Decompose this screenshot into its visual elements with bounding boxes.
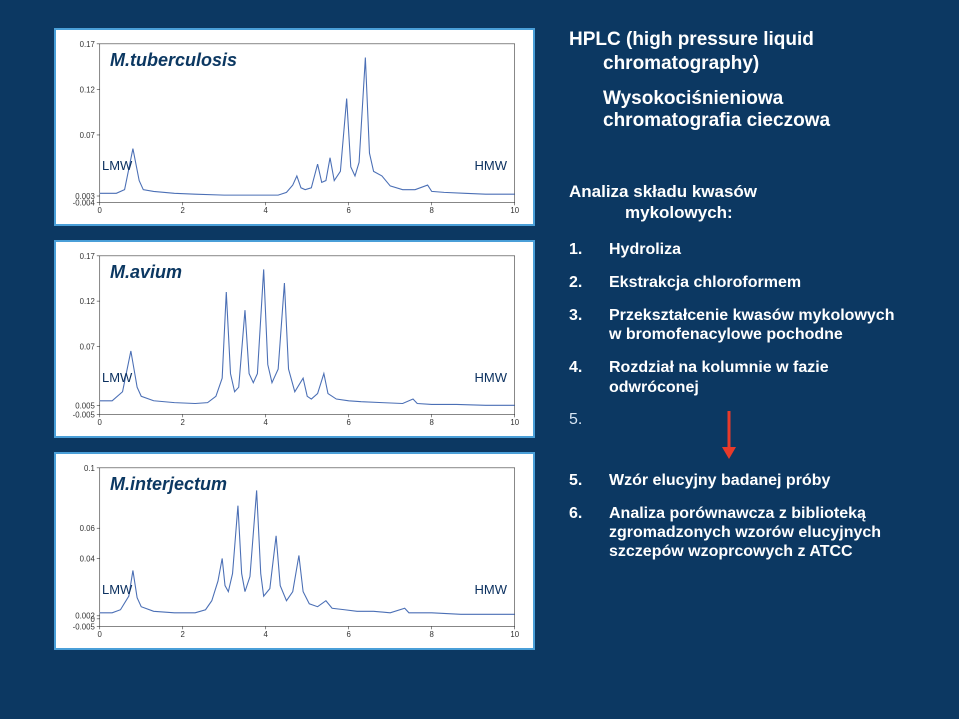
svg-text:0.04: 0.04 bbox=[80, 554, 96, 563]
svg-text:10: 10 bbox=[510, 206, 519, 215]
subtitle-line2: chromatografia cieczowa bbox=[603, 110, 830, 131]
svg-text:0.005: 0.005 bbox=[75, 401, 95, 410]
step-number: 5. bbox=[569, 471, 609, 490]
svg-text:4: 4 bbox=[264, 630, 269, 639]
svg-text:0.17: 0.17 bbox=[80, 252, 95, 261]
arrow-step-num: 5. bbox=[569, 411, 609, 465]
svg-text:8: 8 bbox=[430, 206, 434, 215]
hmw-label: HMW bbox=[475, 370, 508, 385]
chromatogram-card: M.avium LMW HMW -0.0050.005 0.07 0.12 0.17 0 2 4 6… bbox=[54, 240, 535, 438]
svg-text:0.07: 0.07 bbox=[80, 342, 95, 351]
step-row: 3.Przekształcenie kwasów mykolowych w br… bbox=[569, 306, 911, 344]
hplc-title-line1: HPLC (high pressure liquid bbox=[569, 29, 814, 50]
svg-text:0.07: 0.07 bbox=[80, 131, 95, 140]
step-text: Hydroliza bbox=[609, 240, 911, 259]
svg-text:8: 8 bbox=[430, 418, 434, 427]
charts-column: M.tuberculosisLMWHMW-0.0040.0030.070.120… bbox=[0, 0, 545, 719]
svg-text:10: 10 bbox=[510, 630, 519, 639]
hplc-subtitle: Wysokociśnieniowa chromatografia cieczow… bbox=[569, 88, 911, 134]
lmw-label: LMW bbox=[102, 370, 132, 385]
svg-text:0.1: 0.1 bbox=[84, 464, 95, 473]
chromatogram-title: M.tuberculosis bbox=[110, 50, 237, 71]
hplc-title-line2: chromatography) bbox=[569, 52, 911, 76]
text-column: HPLC (high pressure liquid chromatograph… bbox=[545, 0, 959, 719]
subtitle-line1: Wysokociśnieniowa bbox=[603, 88, 783, 109]
svg-text:0: 0 bbox=[98, 418, 103, 427]
svg-text:0.06: 0.06 bbox=[80, 524, 95, 533]
svg-text:0: 0 bbox=[98, 206, 103, 215]
lmw-label: LMW bbox=[102, 582, 132, 597]
step-text: Przekształcenie kwasów mykolowych w brom… bbox=[609, 306, 911, 344]
chromatogram-title: M.interjectum bbox=[110, 474, 227, 495]
chromatogram-trace bbox=[100, 269, 515, 405]
hmw-label: HMW bbox=[475, 158, 508, 173]
chromatogram-trace bbox=[100, 58, 515, 196]
down-arrow-icon bbox=[719, 409, 739, 461]
analysis-line1: Analiza składu kwasów bbox=[569, 182, 757, 201]
analysis-title: Analiza składu kwasów mykolowych: bbox=[569, 181, 911, 224]
hplc-title: HPLC (high pressure liquid chromatograph… bbox=[569, 28, 911, 76]
svg-text:0.12: 0.12 bbox=[80, 297, 95, 306]
step-text: Wzór elucyjny badanej próby bbox=[609, 471, 911, 490]
step-number: 1. bbox=[569, 240, 609, 259]
step-text: Analiza porównawcza z biblioteką zgromad… bbox=[609, 504, 911, 562]
svg-text:2: 2 bbox=[181, 630, 185, 639]
hmw-label: HMW bbox=[475, 582, 508, 597]
step-row: 1.Hydroliza bbox=[569, 240, 911, 259]
step-text: Rozdział na kolumnie w fazie odwróconej bbox=[609, 358, 911, 396]
step-row: 5.Wzór elucyjny badanej próby bbox=[569, 471, 911, 490]
arrow-row: 5. bbox=[569, 411, 911, 465]
step-row: 6.Analiza porównawcza z biblioteką zgrom… bbox=[569, 504, 911, 562]
chromatogram-title: M.avium bbox=[110, 262, 182, 283]
svg-text:6: 6 bbox=[347, 206, 351, 215]
chromatogram-card: M.interjectumLMWHMW-0.00500.0020.040.060… bbox=[54, 452, 535, 650]
svg-text:0.003: 0.003 bbox=[75, 192, 95, 201]
step-number: 4. bbox=[569, 358, 609, 396]
svg-text:0: 0 bbox=[98, 630, 103, 639]
svg-text:4: 4 bbox=[264, 418, 269, 427]
steps-list: 1.Hydroliza2.Ekstrakcja chloroformem3.Pr… bbox=[569, 240, 911, 397]
svg-text:2: 2 bbox=[181, 418, 185, 427]
svg-text:2: 2 bbox=[181, 206, 185, 215]
svg-text:8: 8 bbox=[430, 630, 434, 639]
step-number: 3. bbox=[569, 306, 609, 344]
svg-text:0.12: 0.12 bbox=[80, 85, 95, 94]
steps-list-2: 5.Wzór elucyjny badanej próby6.Analiza p… bbox=[569, 471, 911, 562]
step-number: 6. bbox=[569, 504, 609, 562]
svg-text:0.002: 0.002 bbox=[75, 612, 95, 621]
svg-text:-0.005: -0.005 bbox=[73, 410, 96, 419]
svg-text:6: 6 bbox=[347, 418, 351, 427]
analysis-line2: mykolowych: bbox=[569, 202, 911, 223]
step-text: Ekstrakcja chloroformem bbox=[609, 273, 911, 292]
svg-text:4: 4 bbox=[264, 206, 269, 215]
step-row: 4.Rozdział na kolumnie w fazie odwrócone… bbox=[569, 358, 911, 396]
chromatogram-trace bbox=[100, 490, 515, 614]
step-row: 2.Ekstrakcja chloroformem bbox=[569, 273, 911, 292]
svg-text:6: 6 bbox=[347, 630, 351, 639]
chromatogram-card: M.tuberculosisLMWHMW-0.0040.0030.070.120… bbox=[54, 28, 535, 226]
lmw-label: LMW bbox=[102, 158, 132, 173]
step-number: 2. bbox=[569, 273, 609, 292]
svg-text:0.17: 0.17 bbox=[80, 40, 95, 49]
svg-text:10: 10 bbox=[510, 418, 519, 427]
